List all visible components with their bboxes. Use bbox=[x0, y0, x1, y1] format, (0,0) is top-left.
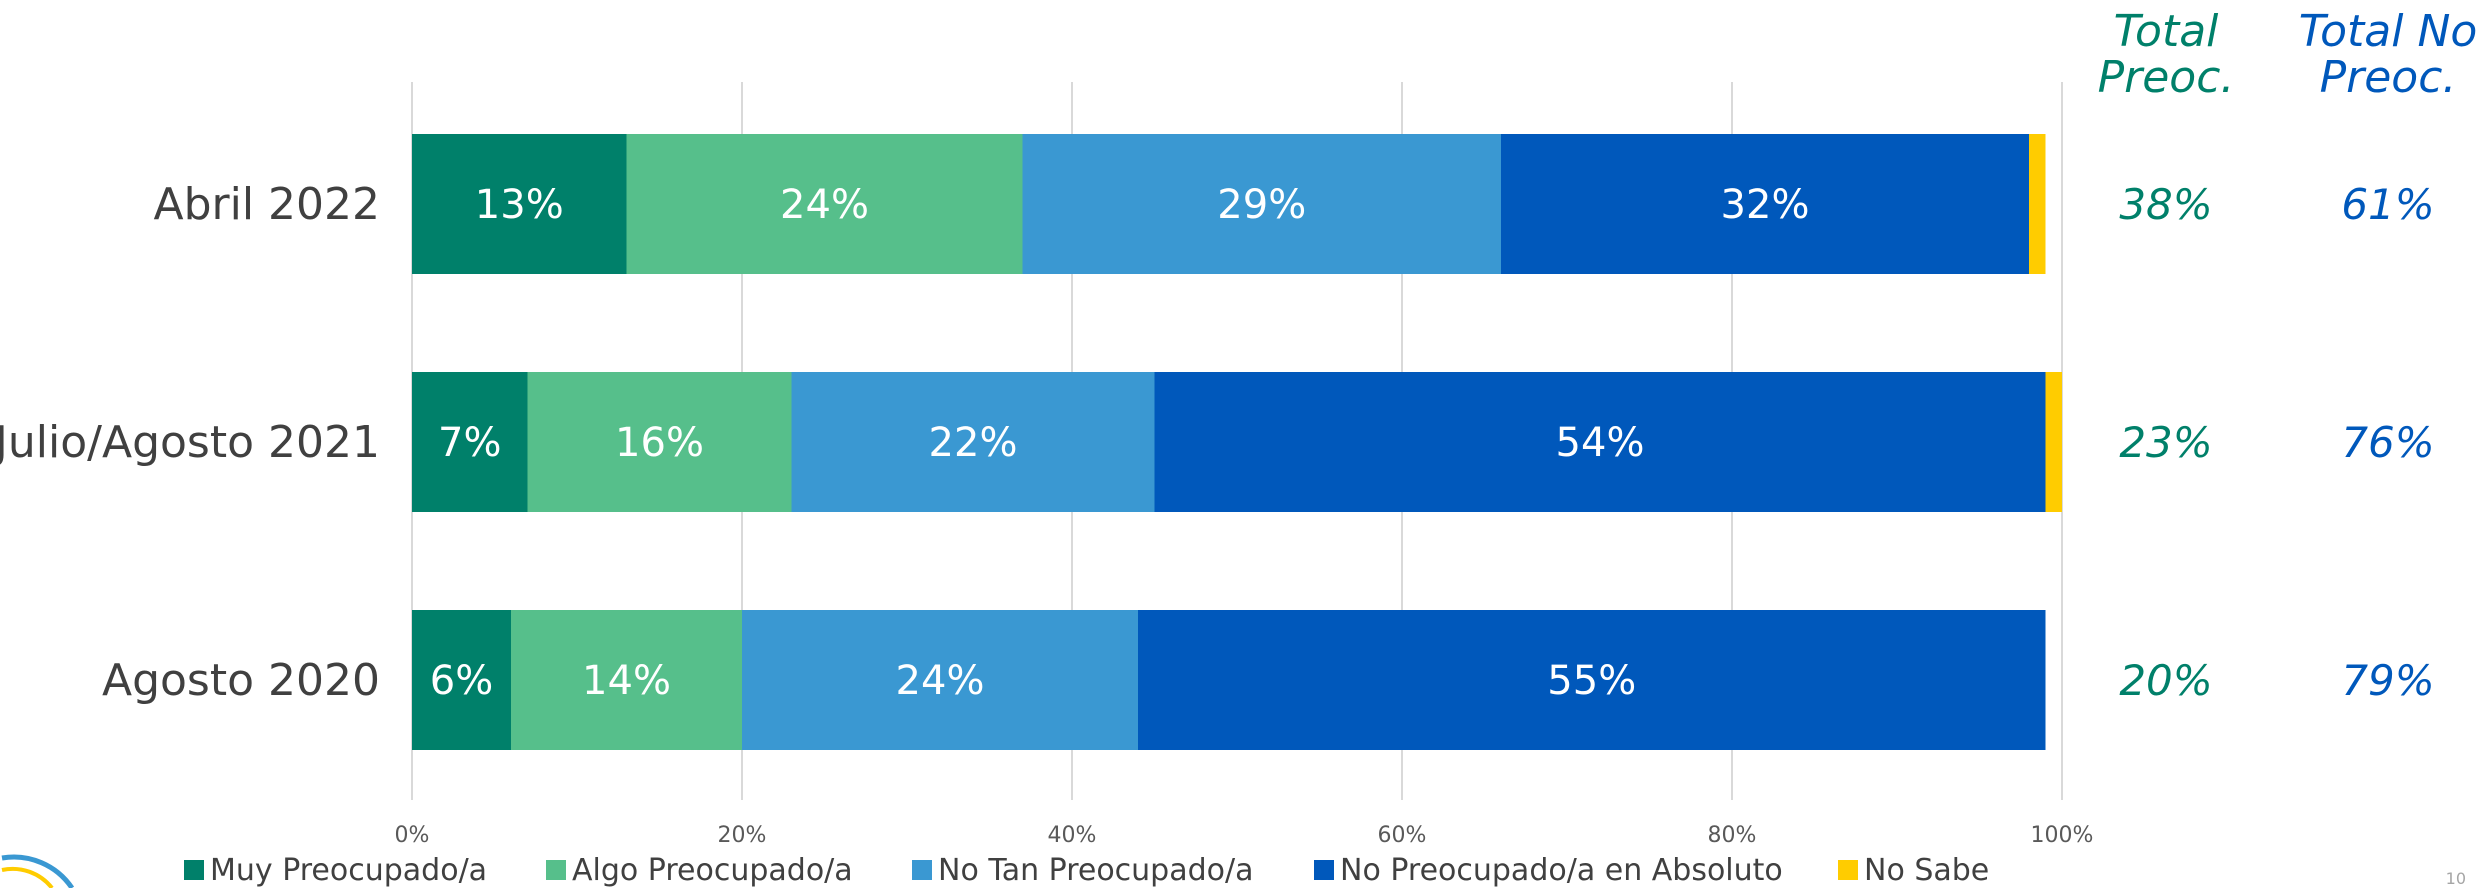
bar-segment bbox=[1138, 610, 2046, 750]
legend-swatch bbox=[912, 860, 932, 880]
legend-swatch bbox=[184, 860, 204, 880]
data-label: 13% bbox=[475, 182, 564, 228]
category-labels: Abril 2022 Julio/Agosto 2021 Agosto 2020 bbox=[0, 179, 380, 706]
x-tick-label: 40% bbox=[1048, 823, 1097, 848]
total-value: 76% bbox=[2341, 418, 2434, 467]
data-label: 14% bbox=[582, 658, 671, 704]
bars: 13% 24% 29% 32% 7% 16% 22% 54% 6% 14% 24% 55% bbox=[412, 134, 2062, 750]
total-value: 61% bbox=[2341, 180, 2434, 229]
bar-segment bbox=[412, 372, 528, 512]
bar-segment bbox=[626, 134, 1023, 274]
logo bbox=[1, 854, 75, 888]
bar-segment bbox=[791, 372, 1155, 512]
legend-label: No Preocupado/a en Absoluto bbox=[1340, 853, 1783, 888]
total-value: 38% bbox=[2119, 180, 2212, 229]
category-label: Julio/Agosto 2021 bbox=[0, 417, 380, 468]
bar-segment bbox=[1154, 372, 2046, 512]
bar-segment bbox=[2045, 372, 2062, 512]
total-value: 23% bbox=[2119, 418, 2212, 467]
category-label: Abril 2022 bbox=[153, 179, 380, 230]
bar-segment bbox=[1022, 134, 1501, 274]
x-tick-label: 80% bbox=[1708, 823, 1757, 848]
x-axis-ticks: 0% 20% 40% 60% 80% 100% bbox=[395, 823, 2094, 848]
legend-label: No Tan Preocupado/a bbox=[938, 853, 1254, 888]
bar-segment bbox=[511, 610, 742, 750]
bar-segment bbox=[2029, 134, 2046, 274]
category-label: Agosto 2020 bbox=[102, 655, 380, 706]
legend-label: No Sabe bbox=[1864, 853, 1989, 888]
legend: Muy Preocupado/a Algo Preocupado/a No Tan … bbox=[184, 853, 1989, 888]
legend-swatch bbox=[1838, 860, 1858, 880]
legend-swatch bbox=[546, 860, 566, 880]
x-tick-label: 100% bbox=[2031, 823, 2094, 848]
legend-label: Algo Preocupado/a bbox=[572, 853, 853, 888]
page-number: 10 bbox=[2446, 869, 2466, 888]
bar-segment bbox=[1501, 134, 2029, 274]
data-label: 7% bbox=[438, 420, 501, 466]
legend-label: Muy Preocupado/a bbox=[210, 853, 487, 888]
x-tick-label: 60% bbox=[1378, 823, 1427, 848]
logo-arc bbox=[1, 854, 75, 888]
bar-segment bbox=[412, 610, 511, 750]
x-tick-label: 0% bbox=[395, 823, 430, 848]
column-header: Total bbox=[2114, 6, 2220, 57]
data-label: 24% bbox=[780, 182, 869, 228]
data-label: 29% bbox=[1217, 182, 1306, 228]
data-label: 6% bbox=[430, 658, 493, 704]
column-header: Total No bbox=[2299, 6, 2478, 57]
data-label: 22% bbox=[929, 420, 1018, 466]
bar-segment bbox=[742, 610, 1138, 750]
total-value: 20% bbox=[2119, 656, 2212, 705]
logo-arc-inner bbox=[1, 866, 54, 888]
bar-segment bbox=[412, 134, 627, 274]
data-label: 55% bbox=[1547, 658, 1636, 704]
data-label: 54% bbox=[1556, 420, 1645, 466]
data-label: 32% bbox=[1721, 182, 1810, 228]
legend-swatch bbox=[1314, 860, 1334, 880]
total-value: 79% bbox=[2341, 656, 2434, 705]
data-label: 16% bbox=[615, 420, 704, 466]
data-label: 24% bbox=[896, 658, 985, 704]
column-header: Preoc. bbox=[2320, 52, 2457, 103]
bar-segment bbox=[527, 372, 792, 512]
x-tick-label: 20% bbox=[718, 823, 767, 848]
column-header: Preoc. bbox=[2098, 52, 2235, 103]
